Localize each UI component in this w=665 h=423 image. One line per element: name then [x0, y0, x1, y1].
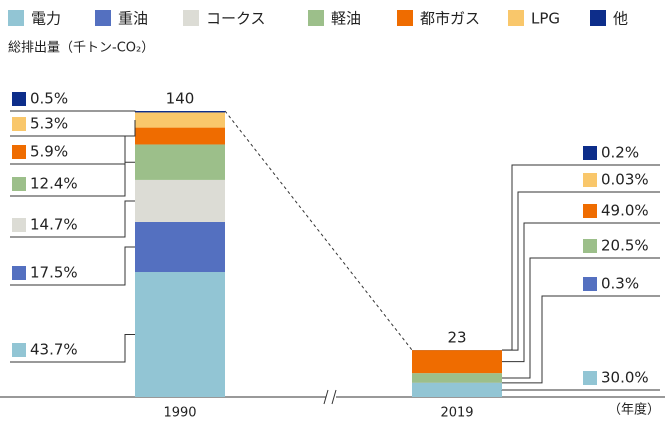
connector — [224, 110, 413, 351]
value-label: 43.7% — [30, 341, 78, 359]
value-label: 17.5% — [30, 264, 78, 282]
subtitle: 総排出量（千トン-CO₂） — [8, 41, 154, 56]
x-tick-label: 2019 — [440, 406, 473, 421]
label-swatch — [12, 266, 26, 280]
bar-segment — [135, 272, 225, 397]
legend-swatch — [508, 10, 524, 26]
bar-segment — [135, 111, 225, 113]
bar-segment — [412, 382, 502, 397]
leader-line — [10, 246, 135, 286]
label-swatch — [583, 146, 597, 160]
value-label: 30.0% — [601, 369, 649, 387]
label-swatch — [12, 177, 26, 191]
legend-label: 他 — [613, 10, 628, 28]
legend-label: 都市ガス — [420, 10, 480, 28]
leader-line — [502, 222, 660, 363]
value-label: 49.0% — [601, 202, 649, 220]
leader-line — [502, 257, 660, 379]
value-label: 0.5% — [30, 90, 68, 108]
leader-line — [10, 200, 135, 238]
value-label: 5.3% — [30, 115, 68, 133]
bar-segment — [135, 127, 225, 145]
x-axis-label: （年度） — [608, 402, 660, 418]
legend-swatch — [95, 10, 111, 26]
label-swatch — [583, 277, 597, 291]
leader-line — [502, 295, 660, 384]
bar-segment — [135, 179, 225, 222]
legend-swatch — [397, 10, 413, 26]
label-swatch — [12, 343, 26, 357]
legend-label: 軽油 — [331, 10, 361, 28]
x-tick-label: 1990 — [163, 406, 196, 421]
bar-segment — [412, 373, 502, 383]
leader-line — [10, 110, 136, 112]
legend-swatch — [183, 10, 199, 26]
leader-line — [10, 135, 135, 165]
value-label: 0.2% — [601, 144, 639, 162]
leader-line — [10, 334, 135, 363]
bar-segment — [135, 112, 225, 128]
legend-label: コークス — [206, 10, 266, 28]
legend-swatch — [8, 10, 24, 26]
axis-break — [323, 389, 337, 405]
legend-label: 電力 — [31, 10, 61, 28]
value-label: 14.7% — [30, 216, 78, 234]
label-swatch — [583, 371, 597, 385]
value-label: 12.4% — [30, 175, 78, 193]
leader-line — [502, 164, 660, 351]
bar-segment — [135, 221, 225, 273]
value-label: 5.9% — [30, 143, 68, 161]
legend-swatch — [308, 10, 324, 26]
value-label: 0.03% — [601, 171, 649, 189]
label-swatch — [583, 239, 597, 253]
label-swatch — [12, 92, 26, 106]
label-swatch — [583, 173, 597, 187]
label-swatch — [12, 145, 26, 159]
label-swatch — [12, 117, 26, 131]
leader-line — [10, 161, 135, 197]
value-label: 0.3% — [601, 275, 639, 293]
total-label: 140 — [166, 90, 195, 108]
legend-label: LPG — [531, 10, 560, 28]
total-label: 23 — [447, 329, 466, 347]
bar-segment — [135, 144, 225, 180]
label-swatch — [12, 218, 26, 232]
value-label: 20.5% — [601, 237, 649, 255]
legend-swatch — [590, 10, 606, 26]
label-swatch — [583, 204, 597, 218]
bar-segment — [412, 350, 502, 374]
leader-line — [10, 120, 136, 137]
legend-label: 重油 — [118, 10, 148, 28]
